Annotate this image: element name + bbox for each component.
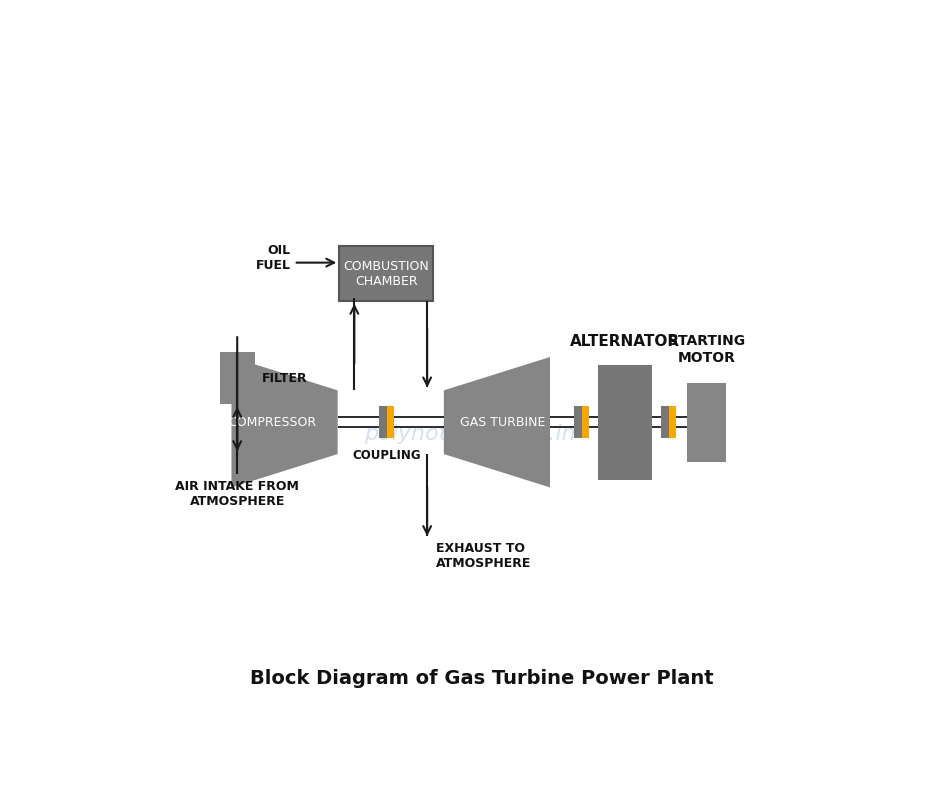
Bar (582, 407, 588, 438)
Text: Block Diagram of Gas Turbine Power Plant: Block Diagram of Gas Turbine Power Plant (250, 669, 713, 688)
Polygon shape (231, 357, 337, 488)
Text: GAS TURBINE: GAS TURBINE (461, 416, 546, 429)
Bar (379, 407, 387, 438)
Polygon shape (444, 357, 550, 488)
Bar (387, 407, 394, 438)
Text: STARTING
MOTOR: STARTING MOTOR (668, 334, 745, 365)
Bar (687, 383, 727, 462)
Text: EXHAUST TO
ATMOSPHERE: EXHAUST TO ATMOSPHERE (436, 542, 532, 570)
Text: OIL
FUEL: OIL FUEL (256, 243, 290, 272)
Bar (574, 407, 582, 438)
Text: polynoteshub.co.in: polynoteshub.co.in (364, 425, 575, 444)
Bar (669, 407, 676, 438)
Bar (339, 246, 433, 301)
Bar (220, 352, 255, 404)
Text: COMPRESSOR: COMPRESSOR (228, 416, 317, 429)
Bar (662, 407, 669, 438)
Text: AIR INTAKE FROM
ATMOSPHERE: AIR INTAKE FROM ATMOSPHERE (175, 480, 299, 507)
Bar (598, 365, 651, 480)
Text: ALTERNATOR: ALTERNATOR (570, 334, 680, 349)
Text: FILTER: FILTER (262, 372, 307, 385)
Text: COUPLING: COUPLING (352, 449, 421, 462)
Text: COMBUSTION
CHAMBER: COMBUSTION CHAMBER (343, 259, 429, 288)
